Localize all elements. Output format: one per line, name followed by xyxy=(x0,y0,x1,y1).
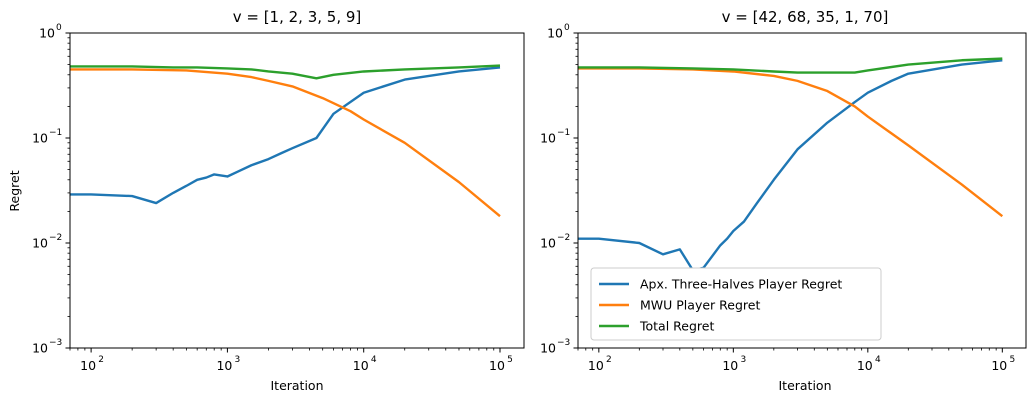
y-tick-exponent: −1 xyxy=(49,128,62,138)
x-tick-label: 10 xyxy=(857,358,873,373)
series-line xyxy=(70,66,501,205)
y-tick-label: 10 xyxy=(540,341,556,356)
legend-label: MWU Player Regret xyxy=(640,298,760,313)
right-plot-area: 10 2 10 3 10 4 10 510 −310 −210 −110 0 xyxy=(540,23,1027,373)
series-line xyxy=(578,57,1003,74)
legend-item: MWU Player Regret xyxy=(599,298,760,313)
right-title: v = [42, 68, 35, 1, 70] xyxy=(722,8,889,26)
x-tick-exponent: 2 xyxy=(606,355,612,365)
axes-frame xyxy=(69,32,525,349)
legend-label: Total Regret xyxy=(639,319,714,334)
legend-item: Apx. Three-Halves Player Regret xyxy=(599,277,842,292)
y-tick-label: 10 xyxy=(540,236,556,251)
left-xlabel: Iteration xyxy=(270,378,323,393)
y-tick-exponent: 0 xyxy=(56,23,62,33)
series-line xyxy=(578,67,1004,218)
x-tick-label: 10 xyxy=(722,358,738,373)
x-tick-exponent: 5 xyxy=(1009,355,1015,365)
left-title: v = [1, 2, 3, 5, 9] xyxy=(233,8,362,26)
x-tick-label: 10 xyxy=(991,358,1007,373)
legend: Apx. Three-Halves Player Regret MWU Play… xyxy=(590,267,882,341)
y-tick-label: 10 xyxy=(547,26,563,41)
x-tick-exponent: 2 xyxy=(98,355,104,365)
y-tick-label: 10 xyxy=(39,26,55,41)
x-tick-label: 10 xyxy=(489,358,505,373)
x-tick-label: 10 xyxy=(216,358,232,373)
x-tick-exponent: 4 xyxy=(875,355,881,365)
y-tick-exponent: −1 xyxy=(557,128,570,138)
legend-item: Total Regret xyxy=(599,319,714,334)
legend-label: Apx. Three-Halves Player Regret xyxy=(640,277,842,292)
y-tick-exponent: 0 xyxy=(564,23,570,33)
right-xlabel: Iteration xyxy=(778,378,831,393)
y-tick-label: 10 xyxy=(540,131,556,146)
series-line xyxy=(70,68,501,218)
y-tick-exponent: −2 xyxy=(49,233,62,243)
left-ylabel: Regret xyxy=(7,170,22,211)
right-panel: v = [42, 68, 35, 1, 70] Iteration 10 2 10 3… xyxy=(540,8,1027,393)
y-tick-label: 10 xyxy=(32,236,48,251)
y-tick-exponent: −2 xyxy=(557,233,570,243)
series-group xyxy=(70,64,501,218)
x-tick-label: 10 xyxy=(80,358,96,373)
x-tick-exponent: 3 xyxy=(235,355,241,365)
y-tick-label: 10 xyxy=(32,341,48,356)
y-tick-exponent: −3 xyxy=(557,338,570,348)
legend-frame xyxy=(590,267,882,341)
series-line xyxy=(578,59,1003,272)
left-panel: v = [1, 2, 3, 5, 9] Regret Iteration 10 2… xyxy=(7,8,525,393)
left-plot-area: 10 2 10 3 10 4 10 510 −310 −210 −110 0 xyxy=(32,23,525,373)
series-group xyxy=(578,57,1004,272)
x-tick-exponent: 4 xyxy=(371,355,377,365)
x-tick-label: 10 xyxy=(588,358,604,373)
x-tick-exponent: 5 xyxy=(507,355,513,365)
x-tick-exponent: 3 xyxy=(740,355,746,365)
y-tick-exponent: −3 xyxy=(49,338,62,348)
series-line xyxy=(70,64,501,80)
y-tick-label: 10 xyxy=(32,131,48,146)
x-tick-label: 10 xyxy=(353,358,369,373)
axes-frame xyxy=(577,32,1027,349)
